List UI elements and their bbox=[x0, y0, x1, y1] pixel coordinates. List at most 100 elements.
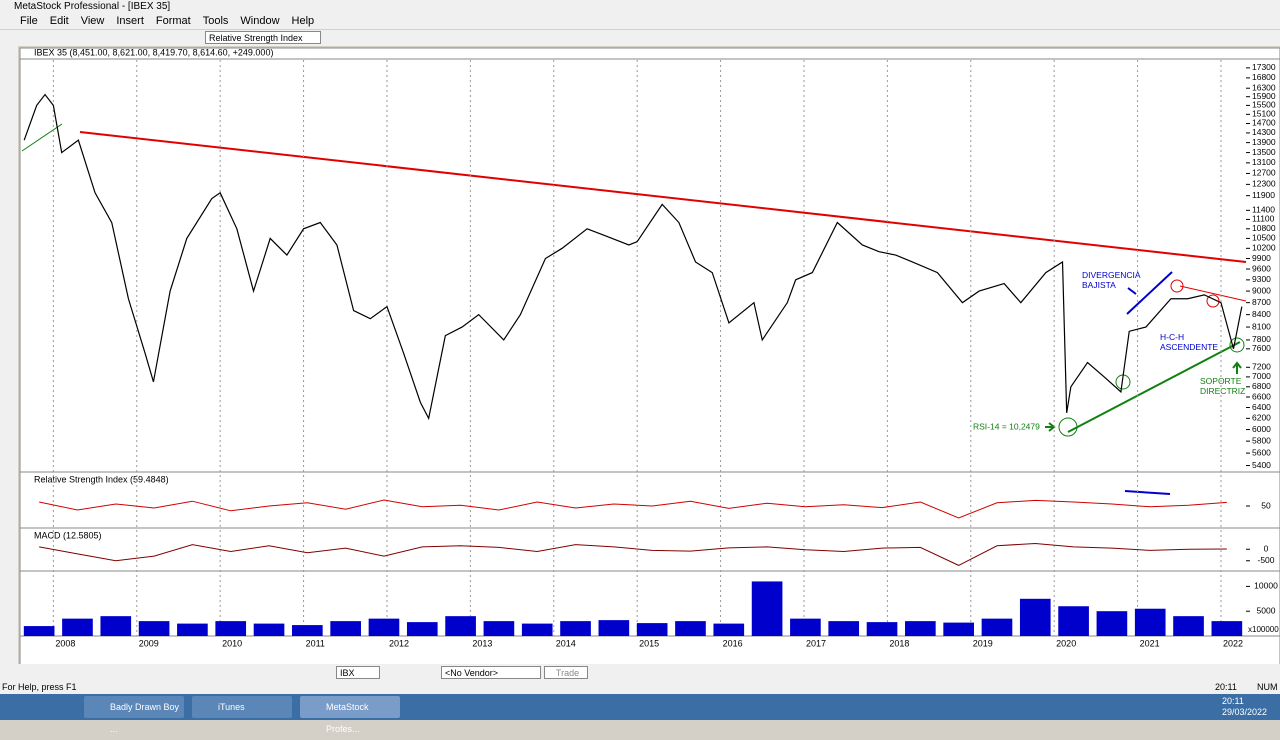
menu-bar: File Edit View Insert Format Tools Window Help bbox=[0, 13, 1280, 29]
vendor-select[interactable]: <No Vendor> bbox=[441, 666, 541, 679]
y-tick-label: 17300 bbox=[1252, 62, 1276, 72]
status-bar: For Help, press F1 20:11 NUM bbox=[0, 681, 1280, 694]
volume-scale: x100000 bbox=[1248, 625, 1279, 634]
volume-bar bbox=[1058, 606, 1089, 636]
menu-item[interactable]: View bbox=[80, 15, 105, 27]
y-tick-label: 13900 bbox=[1252, 137, 1276, 147]
annotation: DIVERGENCIA BAJISTA bbox=[1082, 270, 1142, 290]
window-title: MetaStock Professional - [IBEX 35] bbox=[14, 1, 171, 12]
divergence-line bbox=[1126, 271, 1173, 315]
y-tick-label: 9300 bbox=[1252, 274, 1271, 284]
menu-item[interactable]: Window bbox=[240, 15, 280, 27]
y-tick-label: 50 bbox=[1261, 500, 1271, 510]
menu-item[interactable]: Tools bbox=[202, 15, 229, 27]
clock-date: 29/03/2022 bbox=[1222, 707, 1268, 717]
y-tick-label: 13100 bbox=[1252, 157, 1276, 167]
volume-bar bbox=[406, 622, 438, 636]
y-tick-label: 7600 bbox=[1252, 343, 1271, 353]
volume-bar bbox=[100, 616, 132, 636]
menu-item[interactable]: Help bbox=[291, 15, 315, 27]
volume-bar bbox=[1134, 608, 1166, 636]
y-tick-label: 6400 bbox=[1252, 402, 1271, 412]
y-tick-label: 16800 bbox=[1252, 72, 1276, 82]
indicator-select[interactable]: Relative Strength Index bbox=[205, 31, 321, 44]
x-tick-label: 2011 bbox=[306, 638, 325, 648]
volume-bar bbox=[636, 623, 668, 636]
rsi-divergence-line bbox=[1124, 490, 1171, 495]
volume-bar bbox=[560, 621, 591, 636]
drawing-tools bbox=[0, 46, 18, 680]
y-tick-label: 11400 bbox=[1252, 205, 1275, 215]
clock-time: 20:11 bbox=[1222, 696, 1244, 706]
volume-bar bbox=[866, 622, 898, 636]
volume-bar bbox=[905, 621, 936, 636]
volume-bar bbox=[1096, 611, 1128, 636]
trade-button[interactable]: Trade bbox=[544, 666, 588, 679]
x-tick-label: 2010 bbox=[222, 638, 242, 648]
volume-bar bbox=[1211, 621, 1243, 636]
x-tick-label: 2013 bbox=[472, 638, 492, 648]
volume-bar bbox=[675, 621, 706, 636]
volume-bar bbox=[215, 621, 247, 636]
marker-circle bbox=[1229, 337, 1245, 353]
y-tick-label: 10000 bbox=[1254, 581, 1278, 591]
y-tick-label: 0 bbox=[1264, 543, 1269, 553]
chart-area: IBEX 35 (8,451.00, 8,621.00, 8,419.70, 8… bbox=[19, 47, 1280, 679]
volume-bar bbox=[598, 620, 630, 636]
y-tick-label: 16300 bbox=[1252, 82, 1276, 92]
y-tick-label: 7800 bbox=[1252, 334, 1271, 344]
x-tick-label: 2017 bbox=[806, 638, 826, 648]
chart-header: IBEX 35 (8,451.00, 8,621.00, 8,419.70, 8… bbox=[34, 47, 273, 57]
menu-item[interactable]: Format bbox=[155, 15, 191, 27]
y-tick-label: 15500 bbox=[1252, 100, 1276, 110]
x-tick-label: 2015 bbox=[639, 638, 659, 648]
symbol-box[interactable]: IBX bbox=[336, 666, 380, 679]
x-tick-label: 2009 bbox=[139, 638, 159, 648]
y-tick-label: 14700 bbox=[1252, 118, 1276, 128]
x-tick-label: 2014 bbox=[556, 638, 576, 648]
x-tick-label: 2022 bbox=[1223, 638, 1243, 648]
volume-bar bbox=[292, 625, 323, 636]
task-button[interactable]: MetaStock Profes... bbox=[300, 696, 400, 734]
macd-line bbox=[39, 542, 1227, 566]
volume-bar bbox=[1019, 598, 1051, 636]
volume-bar bbox=[751, 581, 783, 636]
bottom-toolbar: IBX <No Vendor> Trade bbox=[0, 664, 1280, 681]
volume-bar bbox=[713, 623, 745, 636]
volume-bar bbox=[177, 623, 208, 636]
volume-bar bbox=[445, 616, 476, 636]
x-tick-label: 2012 bbox=[389, 638, 409, 648]
volume-bar bbox=[330, 621, 361, 636]
status-num: NUM bbox=[1257, 682, 1278, 692]
y-tick-label: 11900 bbox=[1252, 190, 1275, 200]
title-bar: MetaStock Professional - [IBEX 35] bbox=[0, 0, 1280, 13]
volume-bar bbox=[521, 623, 553, 636]
y-tick-label: 6800 bbox=[1252, 381, 1271, 391]
marker-circle bbox=[1058, 417, 1078, 437]
toolbar: Relative Strength Index bbox=[0, 30, 1280, 46]
volume-bar bbox=[981, 618, 1013, 636]
y-tick-label: 6600 bbox=[1252, 391, 1271, 401]
task-button[interactable]: iTunes bbox=[192, 696, 292, 718]
marker-circle bbox=[1170, 279, 1184, 293]
y-tick-label: 7000 bbox=[1252, 371, 1271, 381]
volume-bar bbox=[23, 626, 55, 636]
volume-bar bbox=[828, 621, 860, 636]
x-tick-label: 2019 bbox=[973, 638, 993, 648]
y-tick-label: 13500 bbox=[1252, 147, 1276, 157]
chart-background bbox=[19, 47, 1280, 679]
y-tick-label: 11100 bbox=[1252, 214, 1275, 224]
y-tick-label: 6000 bbox=[1252, 424, 1271, 434]
y-tick-label: 15100 bbox=[1252, 109, 1276, 119]
x-tick-label: 2021 bbox=[1140, 638, 1160, 648]
taskbar: Badly Drawn Boy ... iTunes MetaStock Pro… bbox=[0, 694, 1280, 734]
y-tick-label: 15900 bbox=[1252, 91, 1276, 101]
menu-item[interactable]: Edit bbox=[49, 15, 69, 27]
task-button[interactable]: Badly Drawn Boy ... bbox=[84, 696, 184, 734]
y-tick-label: 7200 bbox=[1252, 362, 1271, 372]
volume-bar bbox=[790, 618, 821, 636]
menu-item[interactable]: File bbox=[20, 15, 38, 27]
price-line bbox=[23, 93, 1243, 421]
volume-bar bbox=[138, 621, 170, 636]
menu-item[interactable]: Insert bbox=[116, 15, 144, 27]
